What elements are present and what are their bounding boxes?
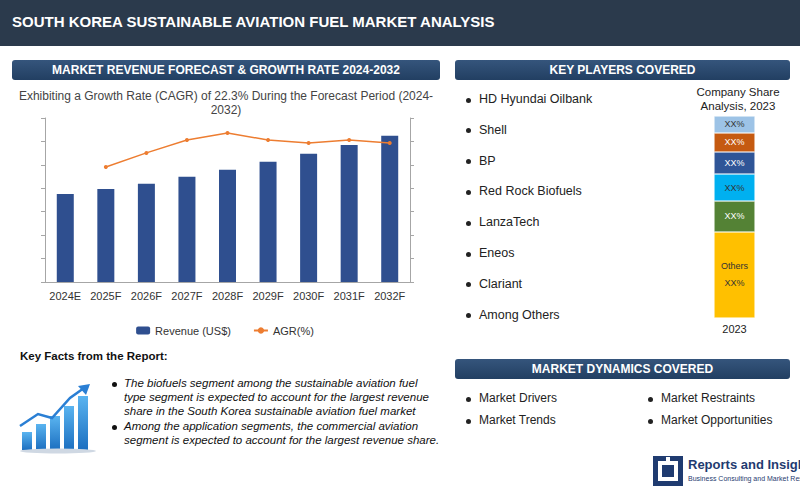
svg-text:XX%: XX% — [724, 278, 744, 288]
html-text:The biofuels segment among the: The biofuels segment among the sustainab… — [124, 377, 429, 417]
html-text:Market Trends: Market Trends — [479, 413, 556, 427]
html-text:BP: BP — [479, 153, 496, 168]
html-text:HD Hyundai Oilbank: HD Hyundai Oilbank — [479, 92, 593, 106]
svg-text:2028F: 2028F — [212, 290, 243, 302]
svg-text:2027F: 2027F — [171, 290, 202, 302]
svg-text:Revenue (US$): Revenue (US$) — [155, 325, 231, 337]
html-text:Among Others: Among Others — [479, 307, 560, 322]
svg-text:XX%: XX% — [724, 158, 744, 168]
html-text:Company Share Analysis, 2023: Company Share Analysis, 2023 — [696, 86, 780, 112]
html-text:Market Opportunities: Market Opportunities — [661, 413, 773, 427]
svg-text:AGR(%): AGR(%) — [273, 325, 314, 337]
html-text:Red Rock Biofuels: Red Rock Biofuels — [479, 184, 582, 199]
svg-text:2031F: 2031F — [334, 290, 365, 302]
svg-text:2025F: 2025F — [90, 290, 121, 302]
svg-text:2029F: 2029F — [252, 290, 283, 302]
html-text:Among the application segments: Among the application segments, the comm… — [124, 420, 440, 446]
svg-text:2023: 2023 — [722, 323, 746, 335]
html-text:SOUTH KOREA SUSTAINABLE AVIATI: SOUTH KOREA SUSTAINABLE AVIATION FUEL MA… — [12, 13, 495, 30]
html-text:MARKET REVENUE FORECAST & GROW: MARKET REVENUE FORECAST & GROWTH RATE 20… — [52, 63, 400, 77]
svg-text:Others: Others — [721, 261, 749, 271]
svg-text:XX%: XX% — [724, 183, 744, 193]
svg-text:XX%: XX% — [724, 119, 744, 129]
html-text:Eneos: Eneos — [479, 246, 515, 260]
html-text:Market Restraints: Market Restraints — [661, 391, 755, 405]
html-text:KEY PLAYERS COVERED: KEY PLAYERS COVERED — [549, 63, 696, 77]
svg-text:XX%: XX% — [724, 137, 744, 147]
svg-text:2024E: 2024E — [49, 290, 81, 302]
html-text:Shell: Shell — [479, 122, 507, 137]
html-text:Market Drivers: Market Drivers — [479, 391, 557, 405]
svg-text:2032F: 2032F — [374, 290, 405, 302]
html-text:Clariant: Clariant — [479, 276, 523, 291]
svg-text:2030F: 2030F — [293, 290, 324, 302]
svg-text:2026F: 2026F — [131, 290, 162, 302]
html-text:MARKET DYNAMICS COVERED: MARKET DYNAMICS COVERED — [531, 362, 714, 376]
html-text:Exhibiting a Growth Rate (CAGR: Exhibiting a Growth Rate (CAGR) of 22.3%… — [18, 89, 434, 117]
html-text:LanzaTech: LanzaTech — [479, 215, 540, 230]
svg-text:XX%: XX% — [724, 211, 744, 221]
html-text:Key Facts from the Report:: Key Facts from the Report: — [20, 350, 168, 362]
